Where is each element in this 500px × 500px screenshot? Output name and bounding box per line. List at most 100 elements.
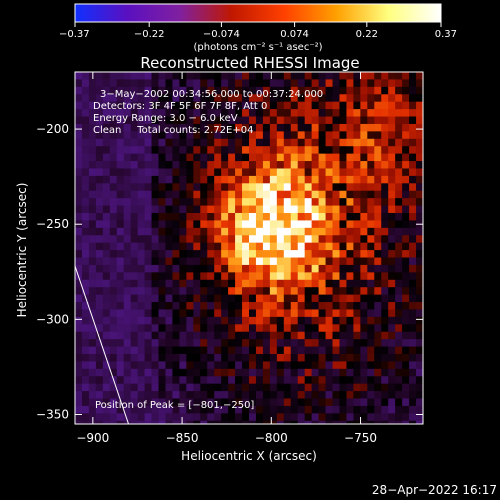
heatmap-cell	[262, 316, 271, 325]
heatmap-cell	[151, 353, 160, 363]
heatmap-cell	[235, 413, 243, 422]
heatmap-cell	[346, 272, 354, 281]
heatmap-cell	[151, 161, 160, 170]
heatmap-cell	[102, 116, 111, 125]
heatmap-cell	[346, 242, 354, 251]
heatmap-cell	[228, 116, 236, 125]
heatmap-cell	[137, 220, 146, 229]
heatmap-cell	[381, 405, 389, 414]
heatmap-cell	[290, 376, 299, 385]
heatmap-cell	[179, 257, 187, 266]
x-axis-label: Heliocentric X (arcsec)	[181, 449, 317, 463]
heatmap-cell	[290, 161, 299, 170]
heatmap-cell	[249, 190, 257, 199]
heatmap-cell	[179, 383, 187, 392]
heatmap-cell	[221, 123, 229, 132]
heatmap-cell	[339, 324, 348, 333]
heatmap-cell	[360, 161, 368, 170]
heatmap-cell	[297, 94, 306, 103]
heatmap-cell	[269, 190, 278, 199]
heatmap-cell	[200, 190, 208, 199]
heatmap-cell	[332, 190, 341, 199]
heatmap-cell	[339, 398, 348, 407]
heatmap-cell	[130, 168, 139, 177]
heatmap-cell	[109, 250, 118, 259]
heatmap-cell	[214, 79, 222, 88]
heatmap-cell	[109, 175, 118, 184]
heatmap-cell	[374, 198, 382, 207]
heatmap-cell	[207, 227, 215, 236]
heatmap-cell	[249, 94, 257, 103]
heatmap-cell	[269, 368, 278, 377]
heatmap-cell	[193, 302, 201, 311]
heatmap-cell	[367, 264, 375, 273]
heatmap-cell	[325, 220, 334, 229]
heatmap-cell	[297, 413, 306, 422]
heatmap-cell	[353, 331, 361, 340]
heatmap-cell	[311, 405, 320, 414]
heatmap-cell	[388, 361, 396, 370]
heatmap-cell	[374, 413, 382, 422]
heatmap-cell	[416, 94, 423, 103]
heatmap-cell	[346, 138, 354, 147]
heatmap-cell	[311, 220, 320, 229]
heatmap-cell	[172, 368, 180, 377]
heatmap-cell	[339, 391, 348, 400]
heatmap-cell	[297, 146, 306, 155]
heatmap-cell	[416, 86, 423, 95]
heatmap-cell	[242, 131, 250, 140]
heatmap-cell	[290, 86, 299, 95]
heatmap-cell	[144, 235, 153, 244]
colorbar-tick-label: 0.37	[435, 29, 457, 40]
heatmap-cell	[88, 205, 97, 214]
heatmap-cell	[395, 116, 403, 125]
heatmap-cell	[283, 116, 292, 125]
heatmap-cell	[297, 353, 306, 363]
heatmap-cell	[228, 279, 236, 288]
heatmap-cell	[416, 331, 423, 340]
heatmap-cell	[123, 72, 132, 81]
heatmap-cell	[374, 368, 382, 377]
heatmap-cell	[228, 79, 236, 88]
heatmap-cell	[235, 398, 243, 407]
heatmap-cell	[276, 302, 285, 311]
heatmap-cell	[374, 101, 382, 110]
heatmap-cell	[151, 287, 160, 296]
heatmap-cell	[381, 250, 389, 259]
heatmap-cell	[144, 391, 153, 400]
heatmap-cell	[88, 368, 97, 377]
heatmap-cell	[151, 109, 160, 118]
heatmap-cell	[262, 212, 271, 222]
heatmap-cell	[262, 94, 271, 103]
heatmap-cell	[416, 383, 423, 392]
heatmap-cell	[165, 302, 174, 311]
heatmap-cell	[158, 161, 167, 170]
heatmap-cell	[416, 72, 423, 81]
heatmap-cell	[269, 79, 278, 88]
heatmap-cell	[137, 250, 146, 259]
heatmap-cell	[276, 86, 285, 95]
heatmap-cell	[353, 391, 361, 400]
heatmap-cell	[102, 368, 111, 377]
heatmap-cell	[88, 264, 97, 273]
heatmap-cell	[242, 309, 250, 318]
heatmap-cell	[311, 316, 320, 325]
heatmap-cell	[360, 212, 368, 222]
heatmap-cell	[381, 339, 389, 348]
heatmap-cell	[297, 309, 306, 318]
heatmap-cell	[318, 324, 327, 333]
x-tick-label: −750	[344, 431, 377, 445]
heatmap-cell	[353, 361, 361, 370]
heatmap-cell	[346, 309, 354, 318]
heatmap-cell	[242, 302, 250, 311]
heatmap-cell	[186, 346, 194, 355]
heatmap-cell	[144, 413, 153, 422]
heatmap-cell	[367, 368, 375, 377]
heatmap-cell	[255, 287, 264, 296]
heatmap-cell	[395, 205, 403, 214]
heatmap-cell	[228, 398, 236, 407]
heatmap-cell	[255, 94, 264, 103]
heatmap-cell	[367, 153, 375, 162]
heatmap-cell	[165, 331, 174, 340]
heatmap-cell	[255, 302, 264, 311]
